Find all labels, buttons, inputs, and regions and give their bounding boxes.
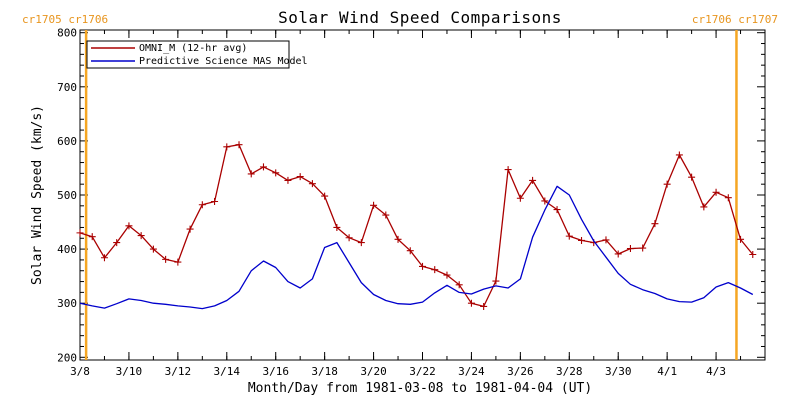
- data-point-marker: [737, 235, 745, 243]
- data-point-marker: [88, 233, 96, 241]
- x-tick-label: 3/8: [70, 365, 90, 378]
- legend: OMNI_M (12-hr avg) Predictive Science MA…: [86, 40, 308, 69]
- data-point-marker: [651, 220, 659, 228]
- y-tick-label: 300: [57, 297, 77, 310]
- legend-label-mas: Predictive Science MAS Model: [139, 56, 308, 67]
- x-tick-label: 3/10: [116, 365, 143, 378]
- x-tick-labels: 3/8 3/10 3/12 3/14 3/16 3/18 3/20 3/22 3/24 3/26 3…: [70, 365, 726, 378]
- data-series: [76, 141, 757, 310]
- data-point-marker: [749, 251, 757, 259]
- data-point-marker: [247, 170, 255, 178]
- x-tick-label: 3/12: [165, 365, 192, 378]
- data-point-marker: [565, 232, 573, 240]
- data-point-marker: [626, 245, 634, 253]
- data-point-marker: [724, 194, 732, 202]
- x-tick-label: 3/26: [507, 365, 534, 378]
- data-point-marker: [712, 188, 720, 196]
- data-point-marker: [541, 197, 549, 205]
- y-tick-label: 200: [57, 351, 77, 364]
- data-point-marker: [198, 201, 206, 209]
- data-point-marker: [431, 266, 439, 274]
- data-point-marker: [321, 192, 329, 200]
- data-point-marker: [455, 281, 463, 289]
- series-line-0: [79, 144, 754, 308]
- carrington-marker-lines: [84, 30, 738, 360]
- data-point-marker: [100, 254, 108, 262]
- data-point-marker: [174, 258, 182, 266]
- x-tick-label: 3/20: [360, 365, 387, 378]
- data-point-marker: [370, 201, 378, 209]
- series-line-1: [79, 185, 754, 310]
- carrington-marker-label-right: cr1706 cr1707: [692, 13, 778, 26]
- data-point-marker: [700, 203, 708, 211]
- data-point-marker: [516, 194, 524, 202]
- data-point-marker: [529, 176, 537, 184]
- carrington-marker-label-left: cr1705 cr1706: [22, 13, 108, 26]
- data-point-marker: [406, 247, 414, 255]
- data-point-marker: [675, 151, 683, 159]
- data-point-marker: [333, 223, 341, 231]
- data-point-marker: [382, 211, 390, 219]
- data-point-marker: [578, 236, 586, 244]
- y-tick-label: 600: [57, 135, 77, 148]
- data-point-marker: [443, 271, 451, 279]
- x-tick-label: 4/3: [706, 365, 726, 378]
- data-point-marker: [137, 232, 145, 240]
- x-tick-label: 3/30: [605, 365, 632, 378]
- data-point-marker: [663, 180, 671, 188]
- data-point-marker: [688, 173, 696, 181]
- data-point-marker: [125, 222, 133, 230]
- chart-title: Solar Wind Speed Comparisons: [278, 8, 562, 27]
- data-point-marker: [419, 262, 426, 270]
- x-tick-label: 3/16: [262, 365, 289, 378]
- data-point-marker: [186, 225, 194, 233]
- data-point-marker: [553, 206, 561, 214]
- data-point-marker: [357, 239, 365, 247]
- y-tick-label: 800: [57, 27, 77, 40]
- data-point-marker: [211, 197, 219, 205]
- data-point-marker: [162, 255, 170, 263]
- data-point-marker: [602, 236, 610, 244]
- tick-marks: [79, 30, 766, 360]
- data-point-marker: [345, 234, 353, 242]
- data-point-marker: [614, 250, 622, 258]
- data-point-marker: [235, 141, 243, 149]
- data-point-marker: [149, 245, 157, 253]
- data-point-marker: [76, 229, 84, 237]
- data-point-marker: [272, 169, 280, 177]
- data-point-marker: [492, 277, 500, 285]
- legend-box: [86, 40, 290, 69]
- data-point-marker: [259, 163, 267, 171]
- data-point-marker: [223, 143, 231, 151]
- x-tick-label: 4/1: [657, 365, 677, 378]
- x-tick-label: 3/24: [458, 365, 485, 378]
- y-tick-labels: 200 300 400 500 600 700 800: [57, 27, 77, 365]
- data-point-marker: [284, 176, 292, 184]
- data-point-marker: [467, 299, 475, 307]
- x-axis-label: Month/Day from 1981-03-08 to 1981-04-04 …: [248, 381, 592, 396]
- y-tick-label: 500: [57, 189, 77, 202]
- data-point-marker: [504, 166, 512, 174]
- data-point-marker: [113, 239, 121, 247]
- data-point-marker: [394, 235, 402, 243]
- legend-label-omni: OMNI_M (12-hr avg): [139, 43, 247, 54]
- y-axis-label: Solar Wind Speed (km/s): [30, 105, 45, 285]
- plot-frame: [79, 29, 766, 361]
- x-tick-label: 3/22: [409, 365, 436, 378]
- data-point-marker: [308, 180, 316, 188]
- data-point-marker: [639, 244, 647, 252]
- x-tick-label: 3/18: [311, 365, 338, 378]
- y-tick-label: 400: [57, 243, 77, 256]
- y-tick-label: 700: [57, 81, 77, 94]
- data-point-marker: [480, 302, 488, 310]
- x-tick-label: 3/14: [214, 365, 241, 378]
- x-tick-label: 3/28: [556, 365, 583, 378]
- data-point-marker: [296, 173, 304, 181]
